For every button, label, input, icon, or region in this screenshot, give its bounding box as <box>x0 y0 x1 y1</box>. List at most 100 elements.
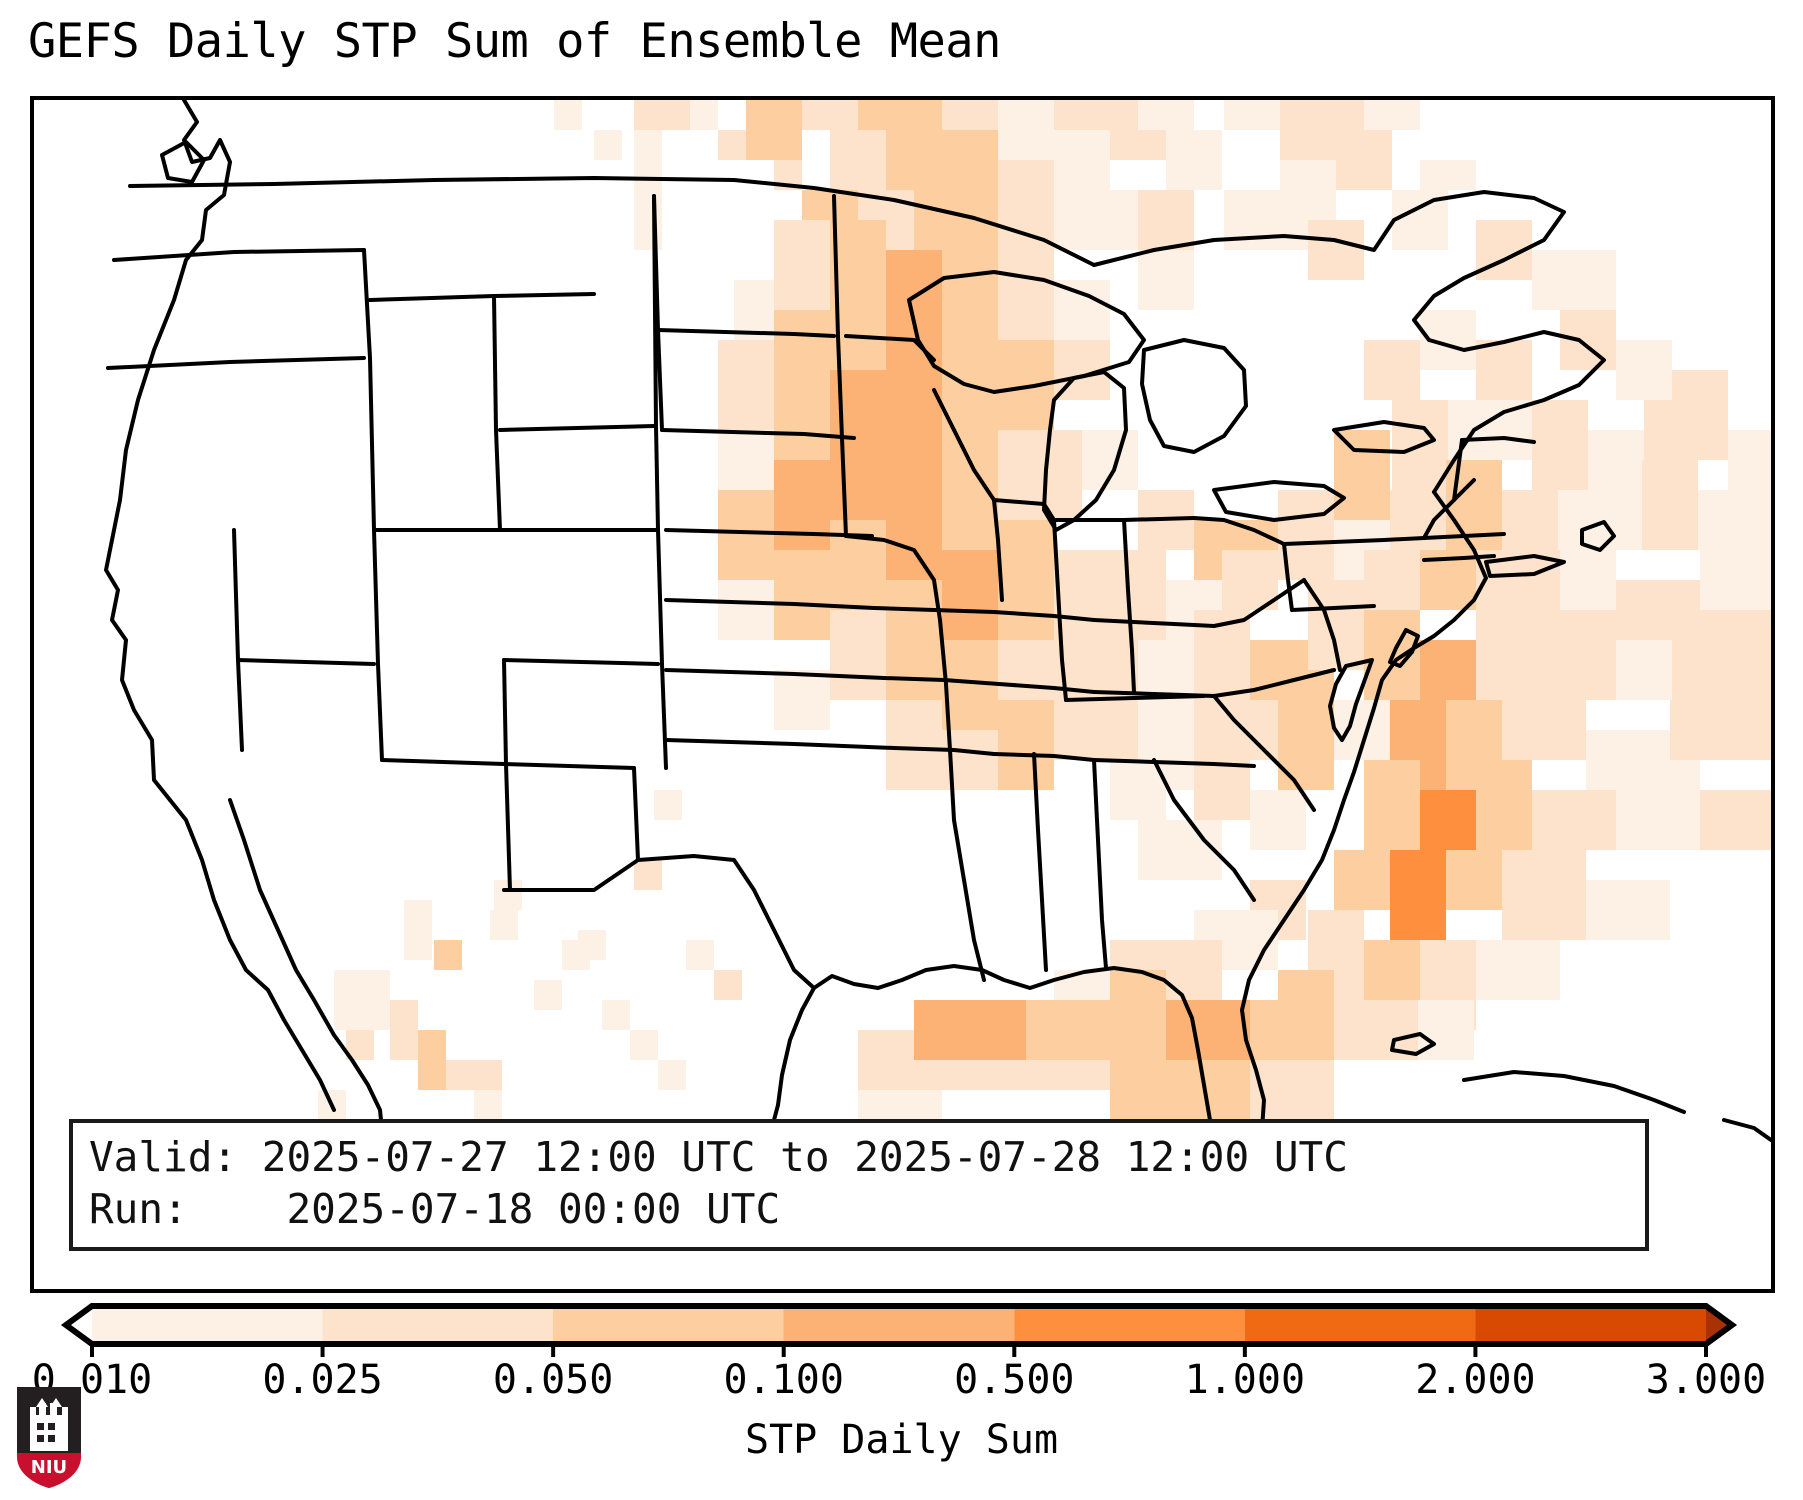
wi-ia-il-border <box>992 498 1056 522</box>
mo-il-border <box>992 610 1096 622</box>
forecast-info-box: Valid: 2025-07-27 12:00 UTC to 2025-07-2… <box>69 1119 1649 1251</box>
vancouver-island <box>160 140 206 184</box>
mi-oh-in-border <box>1052 516 1196 522</box>
nv-ut-vertical <box>372 528 384 762</box>
nd-sd-border <box>656 328 836 338</box>
al-ga-border <box>1092 758 1108 970</box>
ne-ks-border <box>664 598 876 610</box>
wy-sd-border <box>654 424 660 532</box>
mn-dakota-vertical <box>832 194 848 538</box>
mississippi-river <box>938 618 986 982</box>
ok-tx-border <box>664 738 896 750</box>
lake-erie <box>1212 480 1346 522</box>
va-nc-border <box>1212 668 1336 698</box>
ny-vt-border <box>1422 478 1476 540</box>
map-panel: Valid: 2025-07-27 12:00 UTC to 2025-07-2… <box>30 96 1775 1293</box>
colorbar-tick-label: 2.000 <box>1415 1357 1536 1403</box>
va-wv-border <box>1302 578 1342 672</box>
la-ms-border <box>992 752 1096 762</box>
colorbar-band <box>1014 1306 1246 1344</box>
nv-ut-south <box>236 658 376 666</box>
ms-al-border <box>1032 752 1048 972</box>
canada-maritimes-coastline <box>1092 190 1606 494</box>
colorbar-band <box>553 1306 785 1344</box>
niu-banner-text: NIU <box>31 1457 67 1478</box>
gulf-coastline <box>776 964 1252 1164</box>
colorbar-panel: 0.010 0.025 0.050 0.100 0.500 1.000 2.000 3.000… <box>0 1297 1803 1500</box>
chesapeake-bay <box>1328 658 1374 742</box>
delaware-bay <box>1388 628 1420 668</box>
ia-il-border <box>992 498 1004 602</box>
tx-mexico-border <box>636 854 816 990</box>
pa-wv-border <box>1282 542 1294 612</box>
nm-tx-border <box>502 766 640 892</box>
id-mt-wy <box>492 294 502 532</box>
colorbar-graphic <box>60 1303 1738 1357</box>
pa-ny-border <box>1282 536 1426 546</box>
colorbar-tick-label: 3.000 <box>1645 1357 1767 1403</box>
ar-tn-ms-border <box>997 682 1096 694</box>
wi-mn-river <box>932 388 996 502</box>
heatmap-cells <box>318 100 1771 1210</box>
colorbar-tick-label: 0.050 <box>492 1357 614 1403</box>
colorbar-band <box>1244 1306 1477 1344</box>
nc-sc-border <box>1212 694 1316 812</box>
lake-michigan <box>1042 370 1128 532</box>
niu-logo: NIU <box>17 1387 81 1488</box>
long-island <box>1484 554 1566 578</box>
sd-ne-border <box>660 428 856 440</box>
colorbar-over-arrow <box>1706 1306 1732 1344</box>
colorbar-tick-label: 0.025 <box>262 1357 383 1403</box>
colorbar-tick-label: 1.000 <box>1184 1357 1306 1403</box>
ut-co-vertical <box>502 658 508 766</box>
pacific-coastline <box>104 100 232 802</box>
nh-me-border <box>1460 436 1536 444</box>
cape-cod <box>1580 520 1616 552</box>
niu-castle-icon <box>30 1398 68 1451</box>
or-ca-nv-border <box>106 356 366 370</box>
colorbar-band <box>783 1306 1015 1344</box>
lake-huron <box>1140 338 1248 454</box>
hispaniola <box>1722 1118 1771 1142</box>
pa-md-border <box>1290 604 1376 612</box>
colorbar-band <box>322 1306 554 1344</box>
us-canada-border <box>128 176 1096 267</box>
ga-fl-sc <box>1092 758 1256 768</box>
atlantic-coastline <box>1240 490 1488 1152</box>
ks-mo-border <box>872 606 996 614</box>
ks-ok-border <box>664 668 886 680</box>
ut-co-border <box>502 658 660 666</box>
ct-ri-border <box>1422 554 1496 562</box>
mt-wy-border <box>498 424 656 432</box>
in-oh-ky-border <box>1092 618 1216 628</box>
cuba-coastline <box>1462 1070 1686 1114</box>
lake-superior <box>907 270 1146 394</box>
ky-tn-border <box>1064 694 1206 702</box>
colorbar-band <box>1475 1306 1707 1344</box>
vt-nh-border <box>1452 438 1464 502</box>
colorbar-tick-label: 0.100 <box>723 1357 844 1403</box>
niu-castle-windows <box>37 1423 55 1442</box>
id-wa-or-border <box>362 248 376 532</box>
colorbar-under-arrow <box>66 1306 92 1344</box>
tx-la-border <box>892 746 996 756</box>
valid-time-line: Valid: 2025-07-27 12:00 UTC to 2025-07-2… <box>89 1133 1348 1181</box>
ia-mo-ne <box>844 534 942 622</box>
id-mt-upper <box>368 292 596 302</box>
colorbar-tick-label: 0.500 <box>954 1357 1075 1403</box>
map-geography <box>104 100 1771 1222</box>
az-nm-vertical <box>504 762 512 892</box>
run-time-line: Run: 2025-07-18 00:00 UTC <box>89 1185 781 1233</box>
colorbar-axis-label: STP Daily Sum <box>744 1417 1059 1463</box>
mexico-west-coast <box>168 798 336 1112</box>
oh-pa-border <box>1192 516 1286 546</box>
map-canvas <box>104 100 1771 1222</box>
co-ne-ks-vertical <box>656 528 668 770</box>
bahamas <box>1390 1032 1436 1056</box>
il-in-border <box>1052 518 1068 702</box>
lake-ontario <box>1332 420 1436 454</box>
ca-nv-border <box>232 528 244 752</box>
ct-ma-border <box>1422 532 1506 540</box>
wa-or-border <box>112 248 366 262</box>
mn-wi-north <box>844 334 936 362</box>
